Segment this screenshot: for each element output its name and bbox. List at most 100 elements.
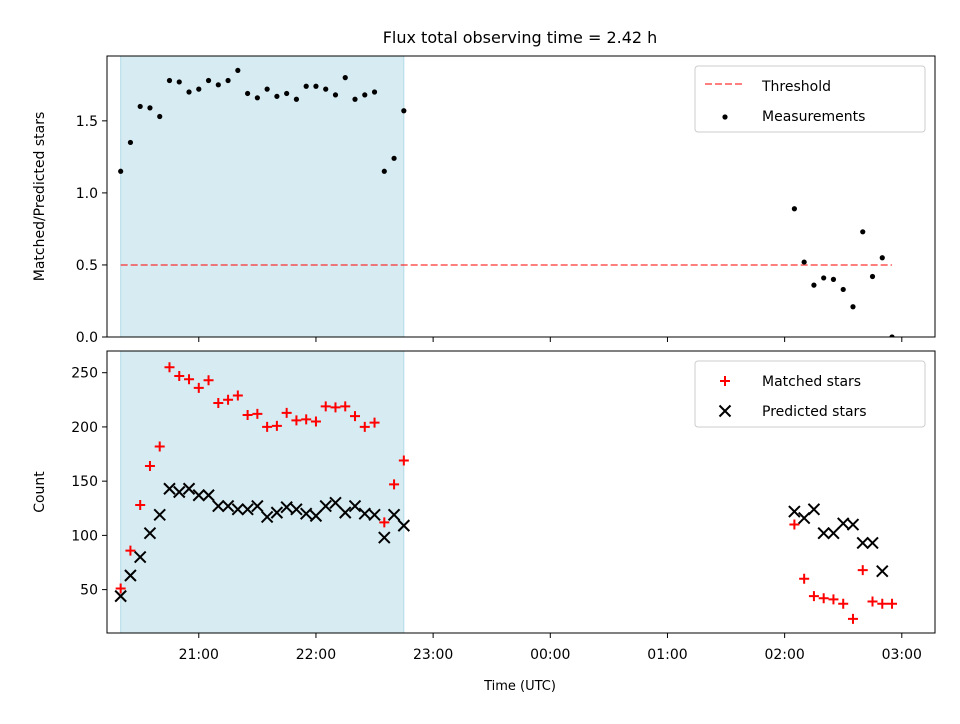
y-tick-label: 200 bbox=[71, 420, 98, 436]
legend-swatch-measurements bbox=[722, 114, 728, 120]
matched-point bbox=[291, 415, 302, 426]
measurement-point bbox=[342, 75, 348, 81]
count-panel: 50 100 150 200 250 21:00 22:00 23:00 00:00 01:00 0… bbox=[32, 350, 936, 663]
measurement-point bbox=[176, 79, 182, 85]
measurement-point bbox=[303, 83, 309, 89]
measurement-point bbox=[147, 105, 153, 111]
matched-point bbox=[340, 401, 351, 412]
matched-point bbox=[379, 517, 390, 528]
matched-point bbox=[320, 401, 331, 412]
x-tick-label: 23:00 bbox=[413, 647, 453, 663]
predicted-point bbox=[378, 531, 391, 544]
matched-point bbox=[184, 374, 195, 385]
legend-swatch-matched-stars bbox=[720, 376, 730, 386]
chart-title: Flux total observing time = 2.42 h bbox=[383, 28, 658, 47]
matched-point bbox=[115, 583, 126, 594]
y-tick-label: 1.5 bbox=[76, 114, 98, 130]
matched-point bbox=[350, 411, 361, 422]
matched-point bbox=[838, 598, 849, 609]
measurement-point bbox=[869, 273, 876, 280]
y-tick-label: 250 bbox=[71, 366, 98, 382]
shaded-observing-window bbox=[120, 350, 405, 634]
legend-swatch-predicted-stars bbox=[718, 404, 732, 418]
x-axis-label: Time (UTC) bbox=[483, 679, 556, 694]
measurement-point bbox=[137, 103, 143, 110]
matched-point bbox=[867, 596, 878, 607]
measurement-point bbox=[225, 77, 231, 84]
y-tick-label: 0.5 bbox=[76, 258, 98, 274]
measurement-point bbox=[840, 286, 846, 293]
y-axis-label: Count bbox=[32, 471, 48, 513]
predicted-point bbox=[339, 506, 352, 519]
matched-point bbox=[389, 479, 400, 490]
matched-point bbox=[135, 500, 146, 511]
matched-point bbox=[808, 591, 819, 602]
predicted-point bbox=[231, 503, 245, 516]
matched-point bbox=[359, 421, 370, 432]
predicted-point bbox=[124, 569, 137, 582]
measurement-point bbox=[235, 67, 241, 74]
predicted-point bbox=[348, 499, 362, 513]
predicted-point bbox=[153, 508, 166, 521]
series-matched-stars bbox=[115, 362, 898, 624]
matched-point bbox=[789, 519, 800, 530]
legend-label-matched-stars: Matched stars bbox=[762, 374, 861, 390]
legend-box bbox=[694, 360, 926, 428]
predicted-point bbox=[299, 507, 313, 520]
matched-point bbox=[847, 613, 858, 624]
measurement-point bbox=[284, 90, 290, 97]
measurement-point bbox=[157, 113, 163, 120]
measurement-point bbox=[196, 86, 202, 92]
measurement-point bbox=[313, 83, 319, 89]
matched-point bbox=[877, 598, 888, 609]
predicted-point bbox=[143, 527, 157, 540]
predicted-point bbox=[133, 550, 147, 564]
matched-point bbox=[144, 460, 155, 471]
predicted-point bbox=[876, 564, 889, 578]
plot-area bbox=[114, 362, 898, 624]
predicted-point bbox=[368, 508, 381, 521]
legend: Matched stars Predicted stars bbox=[694, 360, 926, 428]
measurement-point bbox=[332, 92, 339, 98]
x-tick-label: 02:00 bbox=[764, 647, 804, 663]
matched-point bbox=[818, 593, 829, 604]
legend-label-threshold: Threshold bbox=[761, 79, 831, 95]
matched-point bbox=[398, 455, 409, 466]
matched-point bbox=[857, 565, 868, 576]
predicted-point bbox=[866, 536, 879, 550]
predicted-point bbox=[241, 503, 254, 516]
measurement-point bbox=[362, 92, 368, 98]
measurement-point bbox=[186, 89, 192, 95]
measurement-point bbox=[245, 90, 251, 97]
matched-point bbox=[828, 594, 839, 605]
measurement-point bbox=[811, 282, 817, 288]
x-tick-label: 22:00 bbox=[296, 647, 336, 663]
y-tick-label: 150 bbox=[71, 474, 98, 490]
predicted-point bbox=[260, 510, 274, 524]
matched-point bbox=[174, 370, 185, 381]
measurement-point bbox=[166, 77, 173, 84]
series-measurements bbox=[118, 67, 895, 337]
measurement-point bbox=[215, 82, 221, 88]
x-tick-label: 01:00 bbox=[647, 647, 687, 663]
legend-label-predicted-stars: Predicted stars bbox=[762, 404, 867, 420]
measurement-point bbox=[254, 95, 260, 101]
x-tick-label: 03:00 bbox=[882, 647, 922, 663]
measurement-point bbox=[860, 229, 866, 235]
matched-point bbox=[262, 421, 273, 432]
predicted-point bbox=[329, 496, 342, 510]
predicted-point bbox=[817, 527, 830, 540]
legend-box bbox=[694, 65, 926, 133]
measurement-point bbox=[205, 77, 212, 84]
predicted-point bbox=[846, 518, 860, 531]
matched-point bbox=[330, 402, 341, 413]
predicted-point bbox=[856, 536, 869, 550]
measurement-point bbox=[391, 155, 397, 161]
predicted-point bbox=[114, 589, 127, 603]
measurement-point bbox=[401, 108, 407, 114]
predicted-point bbox=[280, 500, 293, 514]
axes-frame bbox=[106, 55, 936, 338]
measurement-point bbox=[850, 304, 856, 310]
predicted-point bbox=[807, 503, 821, 516]
